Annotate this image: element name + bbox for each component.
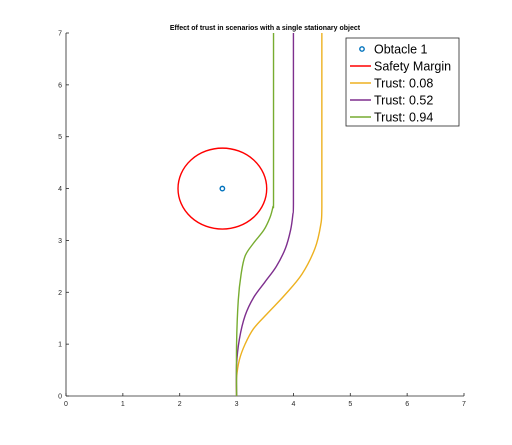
safety-margin-circle <box>177 147 268 230</box>
y-tick-label: 4 <box>58 186 62 193</box>
legend-box <box>345 37 460 127</box>
x-tick-label: 5 <box>348 401 352 408</box>
x-tick-label: 2 <box>178 401 182 408</box>
chart-title: Effect of trust in scenarios with a sing… <box>170 25 361 32</box>
series-line-2 <box>235 33 295 397</box>
x-tick-label: 1 <box>121 401 125 408</box>
series-line-3 <box>235 33 275 397</box>
legend-label: Trust: 0.08 <box>374 77 433 91</box>
legend: Obtacle 1 Safety Margin Trust: 0.08 Trust: … <box>345 37 460 127</box>
axes: 0 1 2 3 4 5 6 7 0 1 2 3 4 5 6 7 <box>58 31 466 409</box>
y-tick-label: 0 <box>58 394 62 401</box>
y-tick-label: 7 <box>58 31 62 38</box>
legend-label: Trust: 0.52 <box>374 94 433 108</box>
y-tick-label: 2 <box>58 290 62 297</box>
y-tick-label: 3 <box>58 238 62 245</box>
y-tick-label: 6 <box>58 82 62 89</box>
x-tick-label: 4 <box>291 401 295 408</box>
legend-label: Safety Margin <box>374 60 451 74</box>
obstacle-marker <box>219 185 226 192</box>
plot-area <box>177 33 323 397</box>
legend-label: Obtacle 1 <box>374 43 428 57</box>
legend-label: Trust: 0.94 <box>374 111 433 125</box>
x-tick-label: 7 <box>462 401 466 408</box>
y-tick-label: 1 <box>58 342 62 349</box>
series-line-1 <box>235 33 323 397</box>
x-tick-label: 6 <box>405 401 409 408</box>
y-tick-label: 5 <box>58 134 62 141</box>
x-tick-label: 3 <box>235 401 239 408</box>
x-tick-label: 0 <box>64 401 68 408</box>
legend-obstacle-marker <box>359 46 365 52</box>
